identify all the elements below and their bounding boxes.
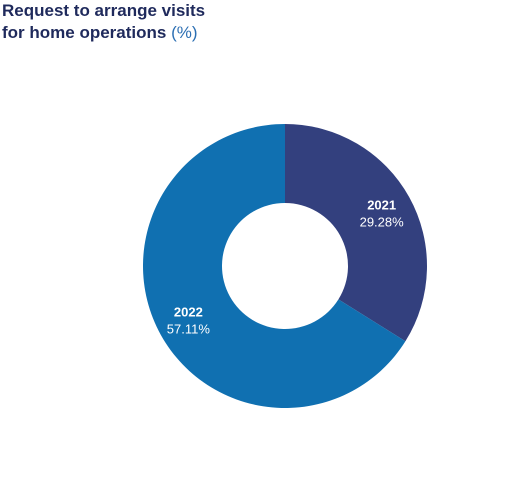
slice-value-2022: 57.11% — [167, 322, 211, 337]
slice-value-2021: 29.28% — [360, 214, 405, 229]
chart-title: Request to arrange visits for home opera… — [2, 0, 205, 44]
donut-slice-2021 — [285, 124, 427, 342]
donut-labels: 2021 29.28% 2022 57.11% — [167, 197, 404, 336]
chart-title-line-2: for home operations — [2, 23, 167, 42]
chart-title-unit: (%) — [171, 23, 198, 42]
chart-title-line-1: Request to arrange visits — [2, 1, 206, 20]
slice-label-2022: 2022 — [174, 305, 203, 320]
donut-slices — [142, 123, 427, 408]
donut-slice-2022 — [142, 123, 406, 408]
slice-label-2021: 2021 — [367, 197, 396, 212]
